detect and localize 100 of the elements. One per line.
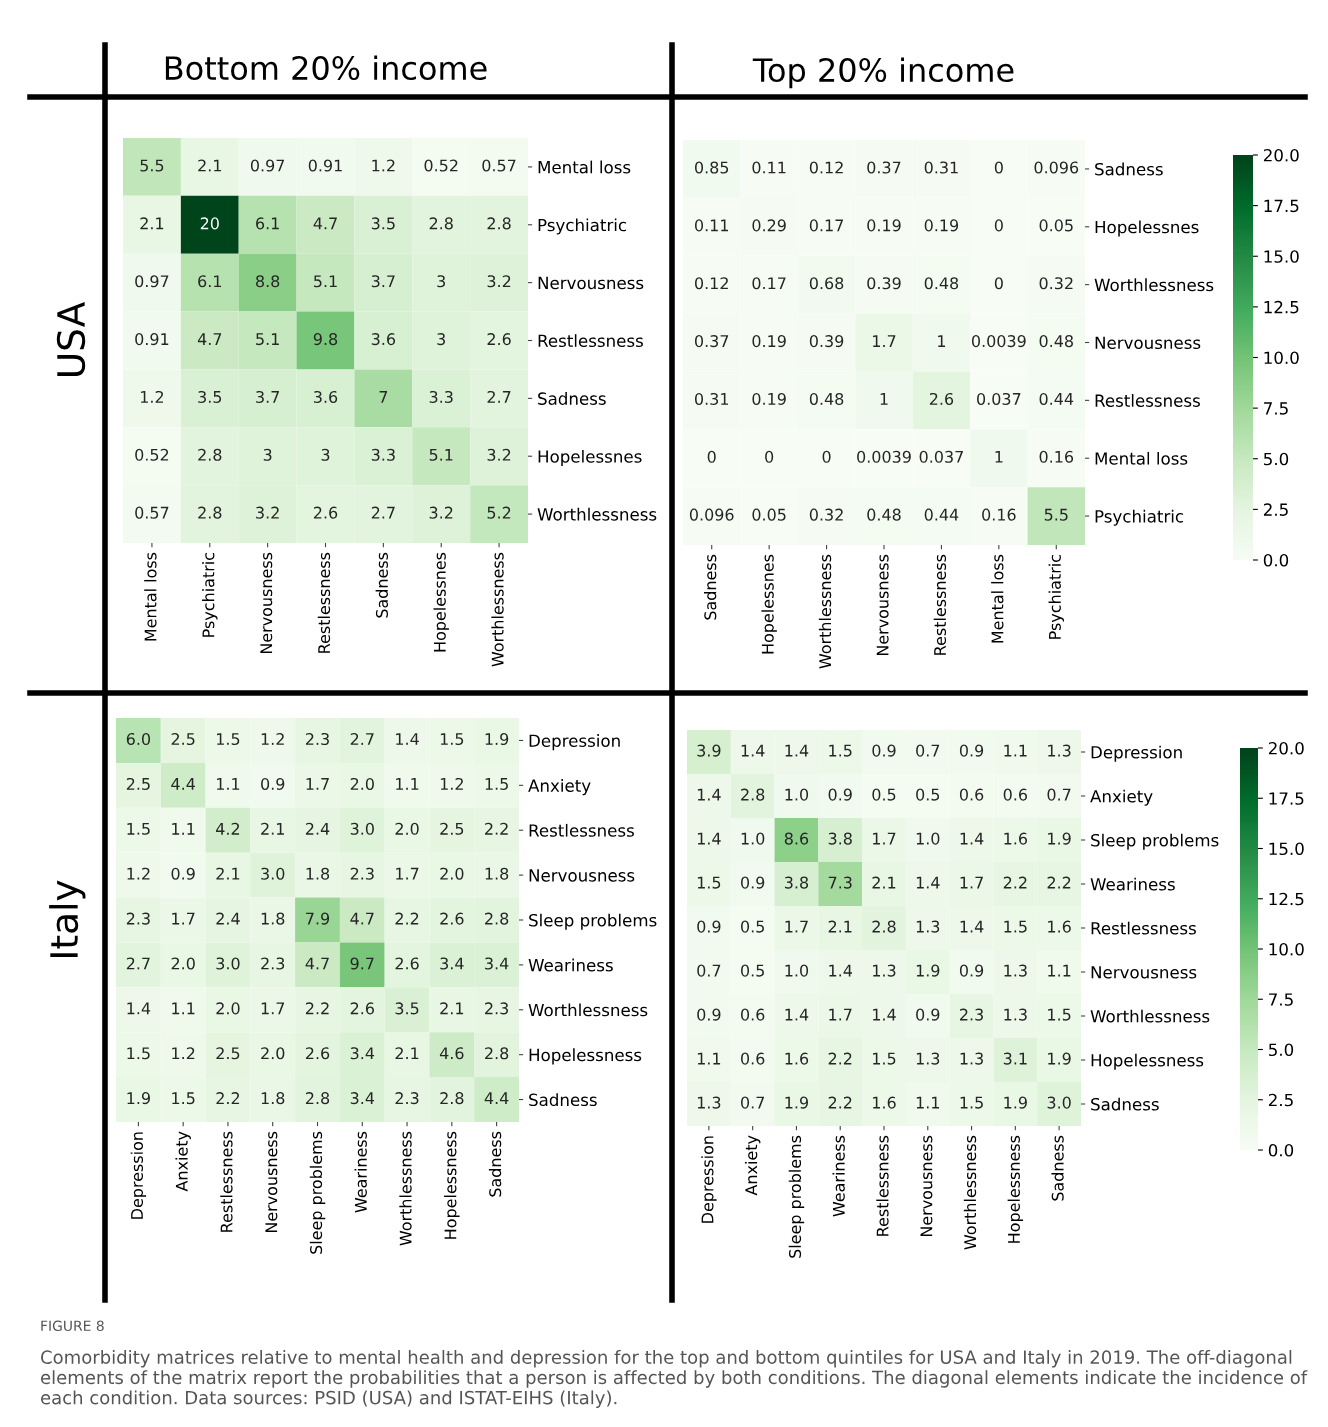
data-label: 1 <box>938 335 946 347</box>
data-label: 3.6 <box>371 333 396 346</box>
color-bar-label: 7.5 <box>1269 993 1293 1006</box>
data-label: 0.9 <box>916 1008 940 1021</box>
chart-title: Top 20% income <box>752 57 1014 89</box>
data-label: 1.9 <box>1048 832 1071 845</box>
y-tick-label: Worthlessness <box>528 1003 648 1017</box>
data-label: 0.9 <box>171 867 195 880</box>
data-label: 2.8 <box>485 912 509 925</box>
x-tick-label: Worthlessness <box>963 1135 977 1250</box>
y-tick-label: Depression <box>1091 745 1182 762</box>
data-label: 1.0 <box>916 832 940 845</box>
y-tick-label: Nervousness <box>1091 966 1197 979</box>
data-label: 2.6 <box>487 333 511 346</box>
data-label: 0.037 <box>977 392 1021 405</box>
data-label: 2.1 <box>261 822 284 835</box>
data-label: 0.11 <box>752 161 786 174</box>
data-label: 0.5 <box>872 788 896 801</box>
data-label: 0.68 <box>809 277 844 290</box>
color-bar-label: 20.0 <box>1268 741 1304 755</box>
data-label: 0.37 <box>867 161 901 174</box>
data-label: 2.2 <box>828 1096 852 1109</box>
data-label: 1.6 <box>785 1052 809 1065</box>
data-label: 9.8 <box>313 333 338 346</box>
data-label: 0.48 <box>924 277 959 290</box>
data-label: 3.4 <box>350 1047 375 1060</box>
data-label: 0.05 <box>1039 219 1073 232</box>
data-label: 2.6 <box>440 912 464 925</box>
color-bar-label: 2.5 <box>1268 1093 1293 1107</box>
data-label: 1.1 <box>1048 964 1071 977</box>
data-label: 2.7 <box>350 733 374 745</box>
data-label: 0.44 <box>924 508 959 521</box>
data-label: 1.1 <box>172 1002 195 1015</box>
data-label: 6.0 <box>126 733 151 746</box>
data-label: 1.7 <box>873 335 896 347</box>
data-label: 1.4 <box>916 876 940 889</box>
data-label: 1.9 <box>1048 1052 1071 1065</box>
data-label: 1.1 <box>1004 744 1027 757</box>
data-label: 3.7 <box>371 275 395 288</box>
data-label: 1.6 <box>873 1096 896 1109</box>
data-label: 0.6 <box>959 788 984 801</box>
data-label: 0.9 <box>959 744 984 757</box>
data-label: 0.9 <box>697 1008 721 1021</box>
data-label: 2.7 <box>126 957 150 970</box>
data-label: 2.1 <box>828 920 852 933</box>
data-label: 3 <box>263 448 272 461</box>
data-label: 1.8 <box>306 867 330 880</box>
data-label: 1.0 <box>785 964 809 977</box>
data-label: 0.91 <box>135 333 169 346</box>
data-label: 3.0 <box>1047 1096 1071 1109</box>
data-label: 2.8 <box>872 920 896 933</box>
data-label: 5.5 <box>1044 508 1068 521</box>
data-label: 2.2 <box>1003 876 1027 889</box>
x-tick-label: Restlessness <box>317 552 331 653</box>
data-label: 1.1 <box>916 1096 939 1109</box>
data-label: 2.1 <box>216 867 240 880</box>
data-label: 1.7 <box>960 876 983 889</box>
x-tick-label: Depression <box>701 1136 717 1223</box>
x-tick-label: Sadness <box>703 554 717 620</box>
x-tick-label: Nervousness <box>260 552 273 654</box>
color-bar-label: 17.5 <box>1264 199 1299 213</box>
data-label: 0.19 <box>752 392 786 405</box>
data-label: 0 <box>994 219 1003 232</box>
data-label: 1.5 <box>217 733 240 746</box>
data-label: 0.17 <box>809 219 843 232</box>
data-label: 1.4 <box>697 832 721 845</box>
x-tick-label: Mental loss <box>144 552 157 641</box>
y-tick-label: Worthlessness <box>1090 1009 1210 1023</box>
data-label: 0.16 <box>1039 450 1074 463</box>
data-label: 2.0 <box>350 777 374 790</box>
color-bar-label: 5.0 <box>1269 1043 1294 1057</box>
data-label: 3 <box>321 448 330 461</box>
data-label: 1.3 <box>697 1096 721 1109</box>
data-label: 1.4 <box>829 964 853 977</box>
y-tick-label: Sadness <box>538 392 606 405</box>
data-label: 3.1 <box>1003 1052 1027 1065</box>
data-label: 1.2 <box>140 390 164 403</box>
y-axis-title: Italy <box>49 880 86 957</box>
data-label: 5.1 <box>256 333 279 346</box>
data-label: 2.3 <box>485 1002 509 1015</box>
y-tick-label: Anxiety <box>1090 789 1153 806</box>
color-bar-label: 12.5 <box>1264 300 1299 314</box>
data-label: 1.2 <box>261 733 284 745</box>
y-tick-label: Sadness <box>1091 1097 1159 1111</box>
data-label: 1.1 <box>172 822 195 835</box>
data-label: 1.9 <box>485 733 509 746</box>
data-label: 0.31 <box>694 392 729 405</box>
data-label: 1.8 <box>261 912 285 925</box>
x-tick-label: Psychiatric <box>202 553 218 637</box>
caption: FIGURE 8 <box>41 1320 104 1332</box>
data-label: 1 <box>995 450 1003 463</box>
data-label: 1.5 <box>440 733 464 746</box>
data-label: 2.0 <box>171 957 195 970</box>
data-label: 1.4 <box>960 832 984 845</box>
text: Comorbidity matrices relative to mental health and depression for the top and bottom quintiles for USA and Italy in 2019. The off-diagonal elements of the matrix report the probabilities that a person is affected by both conditions. The diagonal elements indicate the incidence of each condition. Data sources: PSID (USA) and ISTAT-EIHS (Italy). <box>41 1350 1308 1408</box>
data-label: 2.2 <box>1047 876 1071 889</box>
y-tick-label: Nervousness <box>1095 336 1201 350</box>
data-label: 1.4 <box>697 788 721 801</box>
x-tick-label: Nervousness <box>920 1135 933 1237</box>
data-label: 3 <box>437 333 446 346</box>
